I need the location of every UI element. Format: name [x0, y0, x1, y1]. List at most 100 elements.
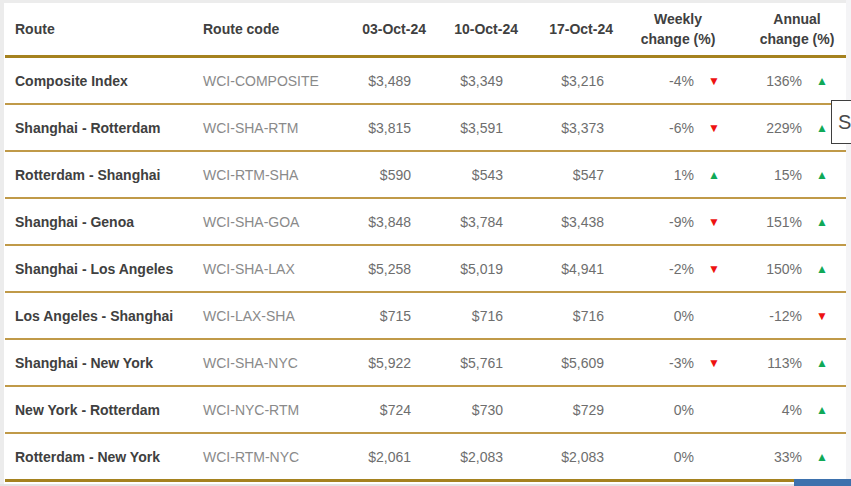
route-code-cell: WCI-SHA-NYC: [201, 339, 347, 386]
route-code-cell: WCI-COMPOSITE: [201, 57, 347, 105]
weekly-change-cell: 1%▲: [618, 151, 736, 198]
table-row[interactable]: Shanghai - Los AngelesWCI-SHA-LAX$5,258$…: [5, 245, 851, 292]
col-header-route-code: Route code: [201, 3, 347, 57]
route-code-cell: WCI-NYC-RTM: [201, 386, 347, 433]
annual-change-cell-content: 113%▲: [736, 355, 851, 371]
rate-03-oct-cell: $5,922: [347, 339, 431, 386]
rate-17-oct-cell: $3,373: [523, 104, 618, 151]
up-arrow-icon: ▲: [814, 122, 830, 134]
weekly-change-cell-content: 0%: [618, 308, 736, 324]
rate-17-oct-cell: $716: [523, 292, 618, 339]
rate-17-oct-cell: $3,216: [523, 57, 618, 105]
annual-change-cell: 136%▲: [736, 57, 851, 105]
table-row[interactable]: Shanghai - GenoaWCI-SHA-GOA$3,848$3,784$…: [5, 198, 851, 245]
weekly-change-header-label: Weekly change (%): [632, 9, 724, 50]
rate-10-oct-cell: $730: [431, 386, 523, 433]
annual-change-cell: 4%▲: [736, 386, 851, 433]
weekly-change-cell-value: 0%: [674, 308, 694, 324]
rate-03-oct-cell: $5,258: [347, 245, 431, 292]
weekly-change-cell-value: -4%: [669, 73, 694, 89]
table-row[interactable]: Shanghai - New YorkWCI-SHA-NYC$5,922$5,7…: [5, 339, 851, 386]
rate-17-oct-cell: $2,083: [523, 433, 618, 481]
annual-change-cell-content: -12% ▼: [736, 308, 851, 324]
partial-blue-element: [794, 479, 851, 486]
annual-change-cell-value: 150%: [766, 261, 802, 277]
route-name-cell: New York - Rotterdam: [5, 386, 201, 433]
route-name-cell: Shanghai - Genoa: [5, 198, 201, 245]
weekly-change-cell: -9% ▼: [618, 198, 736, 245]
annual-change-cell-value: 15%: [774, 167, 802, 183]
weekly-change-cell-content: -3%▼: [618, 355, 736, 371]
route-name-cell: Rotterdam - New York: [5, 433, 201, 481]
weekly-change-cell-value: -6%: [669, 120, 694, 136]
rate-10-oct-cell: $5,019: [431, 245, 523, 292]
table-body: Composite IndexWCI-COMPOSITE$3,489$3,349…: [5, 57, 851, 481]
annual-change-cell-value: 151%: [766, 214, 802, 230]
annual-change-cell-value: 33%: [774, 449, 802, 465]
up-arrow-icon: ▲: [814, 216, 830, 228]
down-arrow-icon: ▼: [814, 310, 830, 322]
rate-17-oct-cell: $729: [523, 386, 618, 433]
annual-change-cell-value: -12%: [769, 308, 802, 324]
page-edge-left: [0, 0, 4, 486]
route-name-cell: Shanghai - New York: [5, 339, 201, 386]
rate-03-oct-cell: $2,061: [347, 433, 431, 481]
table-row[interactable]: Los Angeles - ShanghaiWCI-LAX-SHA$715$71…: [5, 292, 851, 339]
weekly-change-cell: -6%▼: [618, 104, 736, 151]
rate-10-oct-cell: $543: [431, 151, 523, 198]
rate-10-oct-cell: $716: [431, 292, 523, 339]
scrollbar-track[interactable]: [846, 0, 851, 486]
rate-10-oct-cell: $5,761: [431, 339, 523, 386]
weekly-change-cell-value: 1%: [674, 167, 694, 183]
weekly-change-cell-value: -9%: [669, 214, 694, 230]
rate-10-oct-cell: $3,591: [431, 104, 523, 151]
route-code-cell: WCI-RTM-NYC: [201, 433, 347, 481]
down-arrow-icon: ▼: [706, 263, 722, 275]
weekly-change-cell-value: -3%: [669, 355, 694, 371]
table-row[interactable]: New York - RotterdamWCI-NYC-RTM$724$730$…: [5, 386, 851, 433]
up-arrow-icon: ▲: [814, 263, 830, 275]
route-code-cell: WCI-SHA-GOA: [201, 198, 347, 245]
annual-change-cell: -12% ▼: [736, 292, 851, 339]
weekly-change-cell-value: 0%: [674, 402, 694, 418]
route-name-cell: Los Angeles - Shanghai: [5, 292, 201, 339]
header-row: Route Route code 03-Oct-24 10-Oct-24 17-…: [5, 3, 851, 57]
page: { "colors": { "gold_border_dark": "#a582…: [0, 0, 851, 486]
weekly-change-cell: 0%: [618, 292, 736, 339]
route-code-cell: WCI-LAX-SHA: [201, 292, 347, 339]
annual-change-cell-value: 4%: [782, 402, 802, 418]
up-arrow-icon: ▲: [814, 451, 830, 463]
annual-change-cell-value: 229%: [766, 120, 802, 136]
table-row[interactable]: Rotterdam - ShanghaiWCI-RTM-SHA$590$543$…: [5, 151, 851, 198]
col-header-03-oct-24: 03-Oct-24: [347, 3, 431, 57]
annual-change-cell-content: 136%▲: [736, 73, 851, 89]
rate-03-oct-cell: $3,489: [347, 57, 431, 105]
route-code-cell: WCI-SHA-RTM: [201, 104, 347, 151]
down-arrow-icon: ▼: [706, 216, 722, 228]
rate-03-oct-cell: $715: [347, 292, 431, 339]
col-header-route: Route: [5, 3, 201, 57]
col-header-17-oct-24: 17-Oct-24: [523, 3, 618, 57]
weekly-change-cell: -4%▼: [618, 57, 736, 105]
table-row[interactable]: Composite IndexWCI-COMPOSITE$3,489$3,349…: [5, 57, 851, 105]
rate-10-oct-cell: $2,083: [431, 433, 523, 481]
route-name-cell: Composite Index: [5, 57, 201, 105]
table-row[interactable]: Shanghai - RotterdamWCI-SHA-RTM$3,815$3,…: [5, 104, 851, 151]
weekly-change-cell: -2%▼: [618, 245, 736, 292]
annual-change-cell: 151% ▲: [736, 198, 851, 245]
rate-17-oct-cell: $5,609: [523, 339, 618, 386]
annual-change-cell-content: 151% ▲: [736, 214, 851, 230]
annual-change-cell: 15%▲: [736, 151, 851, 198]
weekly-change-cell-content: -6%▼: [618, 120, 736, 136]
annual-change-cell: 33% ▲: [736, 433, 851, 481]
table-row[interactable]: Rotterdam - New YorkWCI-RTM-NYC$2,061$2,…: [5, 433, 851, 481]
weekly-change-cell: 0%: [618, 386, 736, 433]
col-header-weekly-change: Weekly change (%): [618, 3, 736, 57]
col-header-annual-change: Annual change (%): [736, 3, 851, 57]
route-code-cell: WCI-RTM-SHA: [201, 151, 347, 198]
rate-03-oct-cell: $724: [347, 386, 431, 433]
rate-03-oct-cell: $590: [347, 151, 431, 198]
route-name-cell: Rotterdam - Shanghai: [5, 151, 201, 198]
rate-17-oct-cell: $4,941: [523, 245, 618, 292]
row-tooltip: S: [831, 100, 851, 144]
